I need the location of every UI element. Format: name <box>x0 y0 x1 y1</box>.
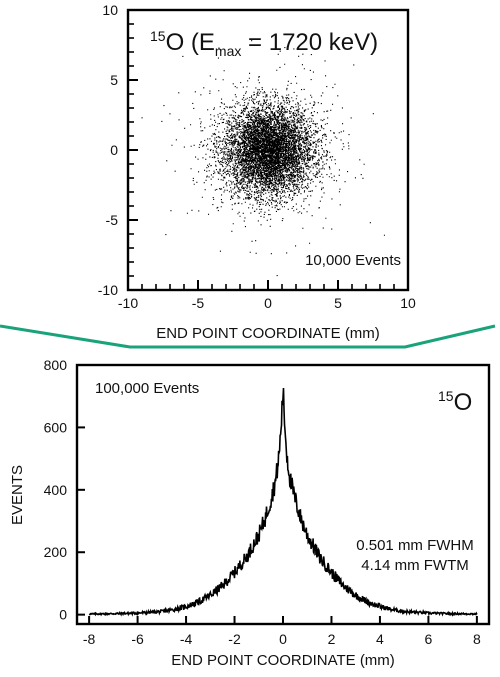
y-tick-label: 200 <box>44 544 68 560</box>
y-tick-label: 10 <box>102 2 118 18</box>
scatter-points <box>141 40 385 277</box>
scatter-x-axis-label: END POINT COORDINATE (mm) <box>156 325 380 342</box>
y-tick-label: 600 <box>44 419 68 435</box>
y-tick-label: 0 <box>59 607 67 623</box>
scatter-point-cloud <box>141 40 385 277</box>
x-tick-label: -6 <box>131 631 144 647</box>
histogram-chart: -8 -6 -4 -2 0 2 4 6 8 0 200 400 600 800 100,000 Event… <box>9 357 491 669</box>
x-tick-label: 6 <box>425 631 433 647</box>
x-tick-label: 8 <box>473 631 481 647</box>
panel-separator <box>0 324 496 349</box>
x-tick-label: -8 <box>83 631 96 647</box>
y-tick-label: 0 <box>110 142 118 158</box>
x-tick-label: 0 <box>279 631 287 647</box>
histogram-x-axis-label: END POINT COORDINATE (mm) <box>171 652 395 669</box>
scatter-ticks: -10 -5 0 5 10 -10 -5 0 5 10 <box>98 2 416 311</box>
scatter-title-rest: = 1720 keV) <box>241 29 378 56</box>
histogram-curve <box>88 387 478 617</box>
scatter-title-mass: 15 <box>150 28 166 44</box>
x-tick-label: 0 <box>264 295 272 311</box>
histogram-fwtm: 4.14 mm FWTM <box>361 557 469 574</box>
histogram-fwhm: 0.501 mm FWHM <box>356 537 474 554</box>
scatter-title: 15O (Emax = 1720 keV) <box>150 28 378 59</box>
histogram-y-axis-label: EVENTS <box>9 465 26 525</box>
y-tick-label: 400 <box>44 482 68 498</box>
histogram-ticks: -8 -6 -4 -2 0 2 4 6 8 0 200 400 600 800 <box>44 357 481 647</box>
y-tick-label: 800 <box>44 357 68 373</box>
histogram-isotope-mass: 15 <box>438 388 454 404</box>
scatter-title-open: (E <box>184 29 215 56</box>
x-tick-label: 5 <box>334 295 342 311</box>
x-tick-label: 2 <box>328 631 336 647</box>
y-tick-label: -10 <box>98 282 118 298</box>
scatter-title-element: O <box>166 29 185 56</box>
histogram-isotope-element: O <box>454 389 473 416</box>
y-tick-label: 5 <box>110 72 118 88</box>
scatter-events-annotation: 10,000 Events <box>305 252 401 269</box>
x-tick-label: -2 <box>228 631 241 647</box>
x-tick-label: -10 <box>118 295 138 311</box>
x-tick-label: 4 <box>376 631 384 647</box>
scatter-chart: -10 -5 0 5 10 -10 -5 0 5 10 15O (Emax = 1720 keV)… <box>98 2 416 342</box>
x-tick-label: -4 <box>180 631 193 647</box>
histogram-isotope-label: 15O <box>438 388 472 416</box>
y-tick-label: -5 <box>106 212 119 228</box>
x-tick-label: 10 <box>400 295 416 311</box>
histogram-events-annotation: 100,000 Events <box>95 380 199 397</box>
x-tick-label: -5 <box>192 295 205 311</box>
scatter-title-sub: max <box>215 43 241 59</box>
